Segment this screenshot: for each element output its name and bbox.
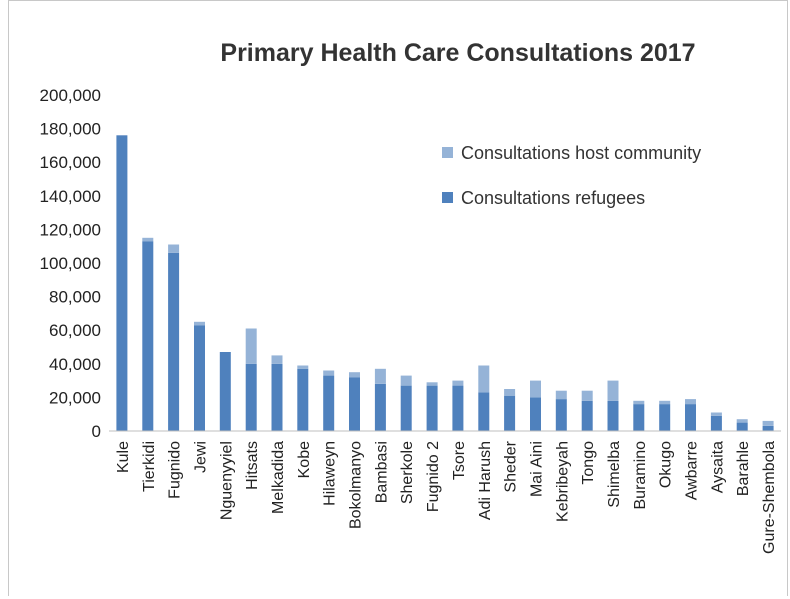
x-tick-label: Bambasi [373, 441, 390, 503]
bar-refugees [168, 252, 180, 431]
x-tick-label: Kobe [296, 441, 313, 478]
y-tick-label: 120,000 [40, 220, 101, 239]
x-tick-label: Okugo [658, 441, 675, 488]
bar-refugees [349, 377, 360, 431]
bar-refugees [607, 400, 619, 431]
y-tick-label: 20,000 [49, 388, 101, 407]
x-tick-label: Jewi [192, 441, 209, 473]
bar-refugees [685, 404, 696, 431]
bar-host-community [271, 355, 283, 364]
bar-host-community [245, 328, 257, 364]
bar-host-community [710, 412, 722, 416]
x-axis: Kule Tierkidi Fugnido Jewi Nguenyyiel Hitsats… [109, 430, 781, 554]
bar-host-community [504, 389, 516, 396]
bar-refugees [323, 375, 335, 431]
bar-host-community [194, 321, 205, 326]
x-tick-label: Fugnido [167, 441, 184, 499]
y-tick-label: 60,000 [49, 321, 101, 340]
y-tick-label: 80,000 [49, 288, 101, 307]
bar-refugees [400, 385, 412, 431]
bar-host-community [323, 370, 335, 376]
x-tick-label: Melkadida [270, 441, 287, 514]
x-tick-label: Awbarre [684, 441, 701, 500]
x-tick-label: Sherkole [399, 441, 416, 504]
bar-refugees [271, 363, 283, 431]
bar-refugees [452, 385, 464, 431]
bar-host-community [555, 390, 567, 400]
bar-chart: Primary Health Care Consultations 2017 0… [40, 39, 781, 554]
x-tick-label: Tongo [580, 441, 597, 485]
bar-refugees [530, 397, 541, 431]
x-tick-label: Fugnido 2 [425, 441, 442, 512]
x-tick-label: Tsore [451, 441, 468, 480]
y-tick-label: 200,000 [40, 86, 101, 105]
x-tick-label: Gure-Shembola [761, 441, 778, 554]
bar-refugees [116, 135, 128, 432]
bar-refugees [426, 385, 438, 431]
bar-host-community [581, 390, 593, 401]
chart-frame: Primary Health Care Consultations 2017 0… [8, 0, 788, 596]
bar-refugees [710, 415, 722, 431]
x-tick-label: Bokolmanyo [348, 441, 365, 529]
bar-host-community [297, 365, 309, 369]
legend-label-host: Consultations host community [461, 143, 701, 163]
bar-refugees [762, 426, 774, 431]
bar-host-community [452, 380, 464, 386]
bar-host-community [607, 380, 619, 401]
x-tick-label: Barahle [735, 441, 752, 496]
y-tick-label: 140,000 [40, 187, 101, 206]
bar-refugees [736, 422, 748, 431]
bar-host-community [349, 372, 360, 378]
x-tick-label: Sheder [503, 440, 520, 492]
bar-refugees [219, 352, 231, 431]
x-tick-label: Buramino [632, 441, 649, 510]
bar-host-community [142, 237, 154, 242]
bar-refugees [374, 384, 386, 431]
bar-host-community [374, 368, 386, 384]
bar-host-community [168, 244, 180, 253]
bar-host-community [633, 400, 645, 405]
y-tick-label: 180,000 [40, 120, 101, 139]
y-axis: 0 20,000 40,000 60,000 80,000 100,000 120,000 1… [40, 86, 101, 441]
bar-refugees [504, 395, 516, 431]
bars [116, 135, 774, 432]
x-tick-label: Adi Harush [477, 441, 494, 520]
y-tick-label: 40,000 [49, 355, 101, 374]
bar-refugees [478, 392, 490, 431]
x-tick-label: Kule [115, 441, 132, 473]
bar-host-community [736, 419, 748, 423]
legend-label-refugees: Consultations refugees [461, 188, 645, 208]
x-tick-label: Hitsats [244, 441, 261, 490]
legend-swatch-refugees [442, 192, 453, 203]
x-tick-label: Kebribeyah [554, 441, 571, 522]
bar-host-community [762, 420, 774, 426]
y-tick-label: 100,000 [40, 254, 101, 273]
legend-swatch-host [442, 147, 453, 158]
bar-host-community [400, 375, 412, 386]
bar-refugees [245, 363, 257, 431]
bar-host-community [659, 400, 671, 405]
bar-refugees [659, 404, 671, 431]
x-tick-label: Hilaweyn [322, 441, 339, 506]
bar-refugees [297, 368, 309, 431]
bar-host-community [426, 382, 438, 386]
y-tick-label: 0 [92, 422, 101, 441]
bar-host-community [478, 365, 490, 393]
x-tick-label: Aysaita [709, 441, 726, 493]
bar-refugees [194, 325, 205, 431]
x-tick-label: Nguenyyiel [218, 441, 235, 520]
legend: Consultations host community Consultatio… [442, 143, 701, 208]
bar-refugees [142, 241, 154, 431]
x-tick-label: Shimelba [606, 441, 623, 508]
y-tick-label: 160,000 [40, 153, 101, 172]
chart-title: Primary Health Care Consultations 2017 [220, 39, 695, 67]
bar-refugees [633, 404, 645, 431]
x-tick-label: Tierkidi [141, 441, 158, 492]
bar-refugees [555, 399, 567, 431]
bar-host-community [685, 399, 696, 405]
bar-refugees [581, 400, 593, 431]
x-tick-label: Mai Aini [528, 441, 545, 497]
bar-host-community [530, 380, 541, 398]
